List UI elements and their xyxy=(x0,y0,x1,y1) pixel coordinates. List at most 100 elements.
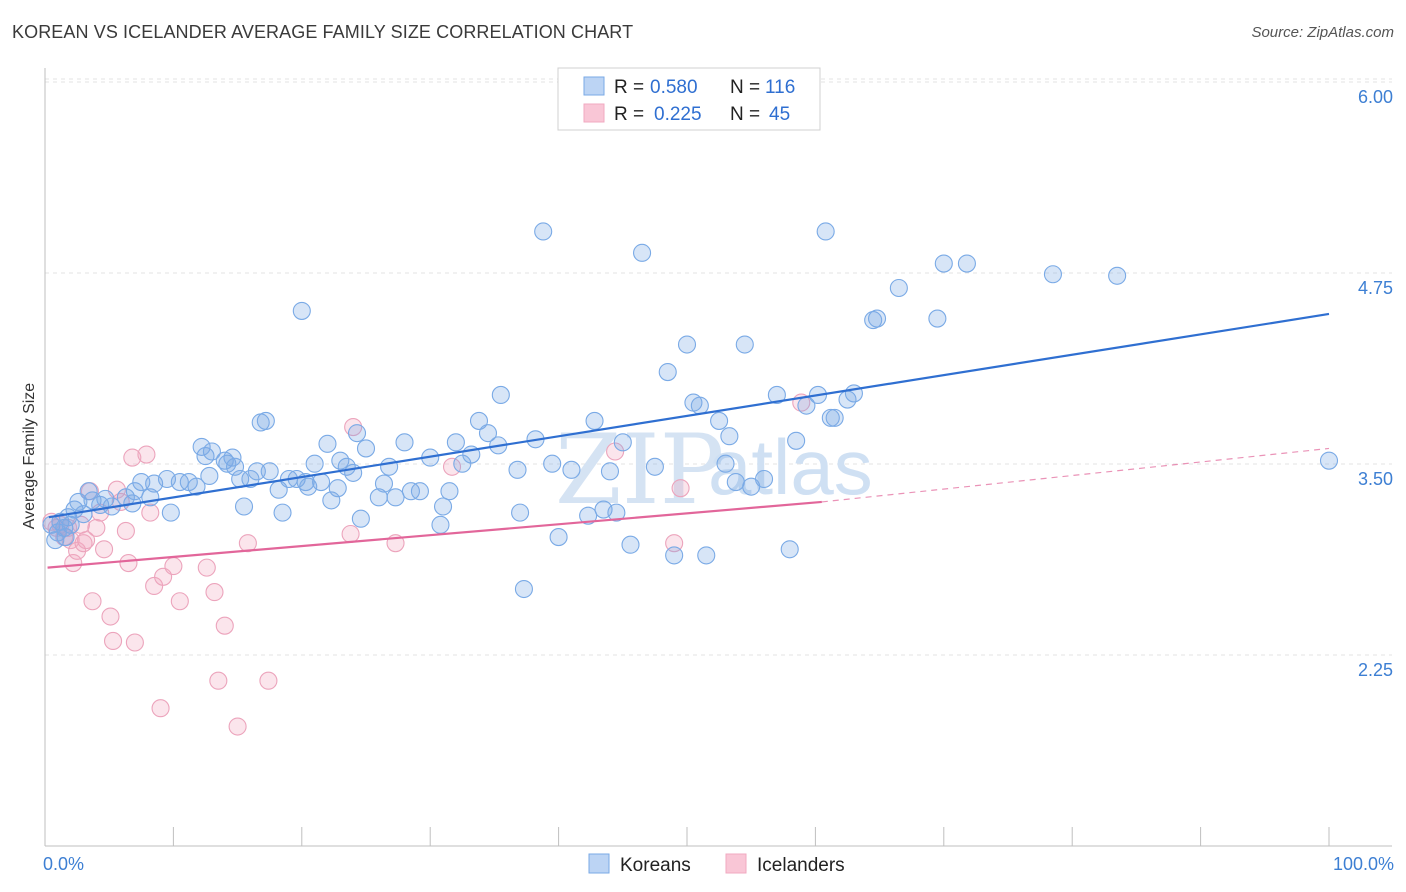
icelander-point xyxy=(104,631,123,651)
korean-point xyxy=(726,473,745,492)
y-tick-label: 3.50 xyxy=(1358,469,1393,489)
korean-point xyxy=(934,254,953,273)
korean-point xyxy=(433,497,453,516)
icelander-point xyxy=(151,699,170,718)
korean-point xyxy=(374,474,394,493)
korean-point xyxy=(690,396,709,415)
legend-r-label-koreans: R = xyxy=(614,77,644,98)
korean-point xyxy=(562,460,581,479)
korean-point xyxy=(202,442,221,461)
korean-point xyxy=(867,309,887,328)
korean-point xyxy=(273,503,292,522)
icelander-point xyxy=(87,518,106,537)
korean-point xyxy=(957,254,976,273)
bottom-legend: Koreans Icelanders xyxy=(588,853,845,876)
korean-point xyxy=(607,503,626,522)
korean-point xyxy=(312,473,331,492)
icelander-point xyxy=(164,557,183,576)
y-tick-label: 2.25 xyxy=(1358,660,1393,680)
korean-point xyxy=(534,222,553,241)
icelander-point xyxy=(259,671,278,690)
korean-point xyxy=(247,462,266,481)
icelander-point xyxy=(170,592,189,611)
korean-point xyxy=(579,506,598,525)
legend-r-value-icelanders: 0.225 xyxy=(654,104,702,125)
icelander-point xyxy=(228,717,247,736)
icelander-point xyxy=(95,540,114,559)
korean-point xyxy=(780,540,799,559)
korean-point xyxy=(478,424,498,443)
bottom-legend-swatch-icelanders xyxy=(725,853,747,874)
icelander-point xyxy=(205,583,224,602)
korean-point xyxy=(196,447,215,466)
icelander-point xyxy=(671,479,690,498)
icelanders-trend-line xyxy=(47,500,822,569)
icelander-point xyxy=(83,592,102,611)
korean-point xyxy=(716,454,735,473)
icelander-point xyxy=(341,524,360,544)
korean-point xyxy=(514,579,533,599)
korean-point xyxy=(431,515,450,534)
icelander-point xyxy=(77,531,96,550)
korean-point xyxy=(1043,265,1062,284)
korean-point xyxy=(256,411,275,430)
korean-point xyxy=(491,385,510,405)
korean-point xyxy=(187,477,206,496)
x-tick-label-min: 0.0% xyxy=(43,854,84,874)
koreans-trend-line xyxy=(48,312,1330,519)
koreans-points-blue xyxy=(42,222,1339,599)
korean-point xyxy=(720,427,739,446)
legend-r-label-icelanders: R = xyxy=(614,104,644,125)
korean-point xyxy=(633,243,652,262)
korean-point xyxy=(821,408,840,427)
korean-point xyxy=(318,434,337,453)
korean-point xyxy=(260,462,279,481)
legend-n-label-icelanders: N = xyxy=(730,104,760,125)
icelander-point xyxy=(125,633,144,652)
icelander-point xyxy=(116,521,135,541)
trend-lines xyxy=(47,312,1330,569)
y-axis-tick-labels: 6.00 4.75 3.50 2.25 xyxy=(1358,87,1393,680)
korean-point xyxy=(234,497,254,516)
korean-point xyxy=(543,454,562,473)
korean-point xyxy=(446,433,465,452)
x-axis-ticks xyxy=(44,827,1330,846)
x-tick-label-max: 100.0% xyxy=(1333,854,1394,874)
y-tick-label: 4.75 xyxy=(1358,278,1393,298)
korean-point xyxy=(241,469,260,489)
korean-point xyxy=(889,278,908,298)
bottom-legend-swatch-koreans xyxy=(588,853,610,874)
korean-point xyxy=(585,411,604,430)
icelander-point xyxy=(215,616,234,635)
korean-point xyxy=(351,509,370,528)
icelander-point xyxy=(209,671,228,690)
chart-title: KOREAN VS ICELANDER AVERAGE FAMILY SIZE … xyxy=(12,22,634,42)
korean-point xyxy=(395,433,414,452)
koreans-points xyxy=(42,393,811,736)
korean-point xyxy=(386,488,405,507)
korean-point xyxy=(305,454,324,473)
icelander-point xyxy=(119,553,138,573)
icelander-point xyxy=(74,534,93,553)
korean-point xyxy=(621,535,640,554)
y-axis-label: Average Family Size xyxy=(21,383,38,530)
korean-point xyxy=(61,515,80,534)
icelander-point xyxy=(137,445,156,464)
icelander-point xyxy=(101,607,120,626)
korean-point xyxy=(1108,266,1127,285)
korean-point xyxy=(192,437,211,456)
korean-point xyxy=(697,546,716,565)
chart-source: Source: ZipAtlas.com xyxy=(1251,24,1394,41)
korean-point xyxy=(787,431,806,450)
korean-point xyxy=(735,335,754,354)
korean-point xyxy=(600,462,620,481)
korean-point xyxy=(658,362,677,382)
korean-point xyxy=(511,503,530,522)
korean-point xyxy=(347,424,367,443)
legend-swatch-icelanders xyxy=(583,103,605,123)
icelander-point xyxy=(606,442,625,461)
korean-point xyxy=(356,439,376,458)
korean-point xyxy=(549,528,568,547)
legend-swatch-koreans xyxy=(583,76,605,96)
